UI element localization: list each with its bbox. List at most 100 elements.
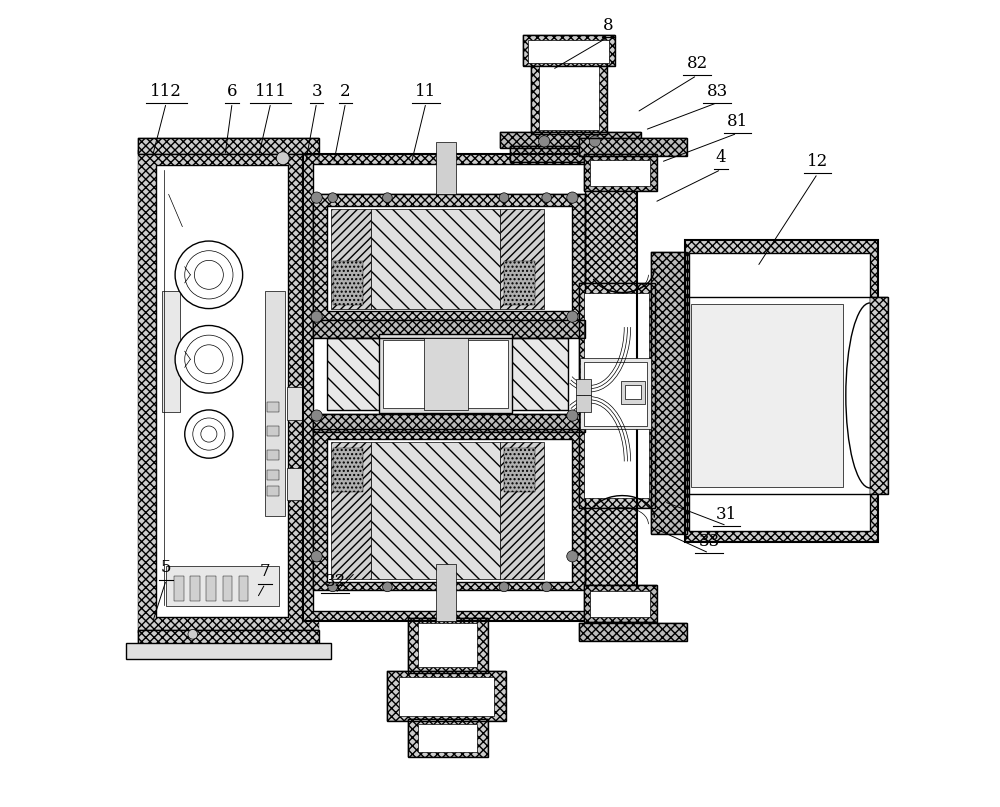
Text: 33: 33 [698, 533, 720, 550]
Bar [584, 154, 657, 191]
Bar [138, 138, 319, 154]
Bar [313, 414, 585, 432]
Circle shape [499, 193, 509, 203]
Bar [162, 291, 180, 412]
Bar [313, 320, 585, 337]
Text: 7: 7 [260, 563, 270, 580]
Circle shape [175, 241, 243, 308]
Bar [590, 160, 650, 186]
Bar [510, 146, 632, 162]
Circle shape [188, 629, 198, 639]
Bar [267, 487, 279, 496]
Circle shape [383, 193, 392, 203]
Text: 8: 8 [603, 17, 614, 34]
Bar [408, 719, 488, 757]
Bar [579, 623, 687, 641]
Circle shape [276, 152, 289, 165]
Bar [313, 429, 585, 590]
Bar [267, 470, 279, 480]
Bar [223, 576, 232, 600]
Bar [138, 630, 319, 645]
Bar [579, 283, 655, 508]
Circle shape [589, 136, 601, 147]
Bar [584, 154, 657, 191]
Circle shape [567, 311, 578, 322]
Circle shape [542, 582, 551, 592]
Bar [510, 146, 632, 162]
Bar [436, 564, 456, 621]
Bar [239, 576, 248, 600]
Bar [313, 194, 585, 323]
Bar [303, 154, 637, 621]
Bar [528, 40, 609, 62]
Bar [327, 207, 572, 311]
Bar [625, 385, 641, 399]
Bar [418, 724, 477, 752]
Bar [424, 337, 468, 410]
Polygon shape [500, 442, 544, 579]
Bar [576, 395, 591, 412]
Bar [621, 381, 645, 404]
Circle shape [539, 136, 550, 147]
Polygon shape [331, 209, 371, 308]
Bar [327, 337, 568, 410]
Circle shape [311, 550, 322, 562]
Bar [689, 253, 870, 530]
Text: 112: 112 [150, 82, 182, 99]
Bar [539, 65, 599, 130]
Bar [166, 566, 279, 606]
Bar [190, 576, 200, 600]
Bar [504, 448, 535, 492]
Bar [651, 253, 687, 533]
Bar [500, 132, 641, 148]
Bar [399, 677, 494, 716]
Circle shape [311, 311, 322, 322]
Circle shape [383, 582, 392, 592]
Circle shape [175, 325, 243, 393]
Bar [333, 448, 363, 492]
Bar [379, 334, 512, 413]
Bar [138, 630, 319, 645]
Circle shape [567, 550, 578, 562]
Bar [579, 138, 687, 156]
Circle shape [311, 192, 322, 203]
Bar [500, 132, 641, 148]
Bar [870, 296, 888, 494]
Text: 82: 82 [686, 55, 708, 72]
Text: 2: 2 [340, 82, 351, 99]
Bar [579, 623, 687, 641]
Bar [408, 719, 488, 757]
Bar [584, 585, 657, 622]
Bar [579, 138, 687, 156]
Polygon shape [327, 337, 568, 410]
Bar [383, 340, 508, 408]
Circle shape [328, 193, 338, 203]
Bar [685, 296, 888, 494]
Bar [590, 591, 650, 617]
Bar [504, 261, 535, 305]
Text: 5: 5 [161, 559, 171, 576]
Text: 6: 6 [227, 82, 237, 99]
Bar [265, 291, 285, 516]
Text: 111: 111 [255, 82, 287, 99]
Bar [303, 154, 637, 621]
Text: 12: 12 [807, 153, 828, 170]
Bar [313, 414, 585, 432]
Bar [436, 142, 456, 194]
Circle shape [567, 410, 578, 421]
Bar [287, 468, 303, 500]
Circle shape [542, 193, 551, 203]
Bar [174, 576, 184, 600]
Text: 4: 4 [716, 149, 726, 166]
Bar [156, 165, 288, 617]
Bar [531, 61, 607, 134]
Bar [584, 362, 647, 426]
Bar [313, 320, 585, 337]
Bar [408, 618, 488, 673]
Polygon shape [371, 442, 500, 579]
Text: 81: 81 [727, 113, 748, 130]
Text: 83: 83 [707, 82, 728, 99]
Bar [206, 576, 216, 600]
Bar [685, 240, 878, 541]
Bar [691, 303, 843, 487]
